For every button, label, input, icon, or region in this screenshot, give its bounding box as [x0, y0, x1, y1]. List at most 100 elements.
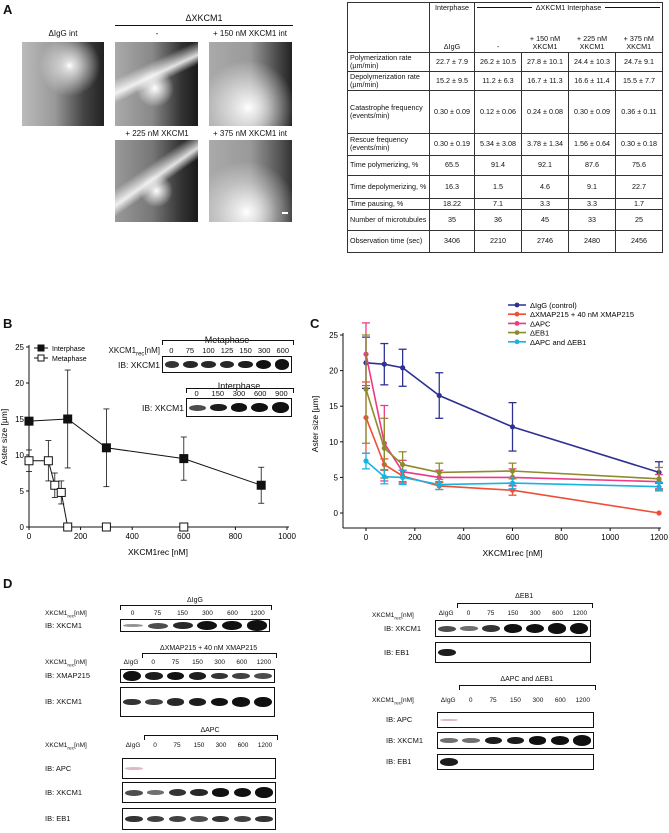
concentration-label-part: [nM]	[144, 346, 160, 355]
d-apc-title: ΔAPC	[200, 727, 220, 734]
lane-label: 300	[532, 697, 544, 704]
series-1: Metaphase	[24, 354, 189, 532]
band	[440, 738, 458, 743]
immunoblot	[120, 669, 275, 683]
lane	[504, 713, 526, 727]
immunoblot	[186, 398, 292, 417]
dynamics-table: Interphase ΔXKCM1 Interphase ΔIgG - + 15…	[347, 2, 663, 253]
data-point	[656, 510, 662, 516]
lane	[181, 357, 199, 372]
band	[230, 403, 248, 412]
lane-labels: 0 75 100 125 150 300 600	[162, 346, 292, 355]
table-cell: 2480	[568, 229, 616, 253]
lane-label: ΔIgG	[438, 610, 454, 617]
table-cell: 15.5 ± 7.7	[615, 70, 663, 91]
lane	[188, 783, 210, 802]
lane-label: 300	[529, 610, 541, 617]
concentration-label-part: [nM]	[401, 697, 414, 704]
lane-label: 600	[276, 346, 290, 355]
lane	[210, 759, 232, 778]
data-point	[24, 416, 34, 426]
band	[254, 673, 272, 679]
lane	[549, 713, 571, 727]
d-igg-title: ΔIgG	[187, 597, 203, 604]
lane	[145, 809, 167, 829]
band	[146, 815, 165, 823]
immunoblot	[435, 620, 591, 637]
image-label: + 225 nM XKCM1	[125, 129, 189, 138]
data-point	[436, 481, 442, 488]
concentration-label-part: [nM]	[74, 610, 87, 617]
band	[168, 815, 186, 823]
lane-labels: ΔIgG 0 75 150 300 600 1200	[435, 610, 591, 617]
legend-marker	[37, 354, 45, 362]
lane-label: 0	[169, 346, 174, 355]
band	[123, 623, 144, 628]
y-tick-label: 10	[329, 438, 338, 447]
lane	[187, 399, 208, 416]
lane-labels: ΔIgG 0 75 150 300 600 1200	[120, 659, 275, 666]
lane	[458, 643, 480, 662]
x-axis-label: XKCM1rec [nM]	[128, 547, 188, 557]
data-point	[509, 424, 516, 430]
concentration-label: XKCM1rec[nM]	[372, 612, 414, 621]
x-tick-label: 1200	[650, 533, 668, 542]
lane	[252, 670, 274, 682]
lane	[480, 643, 502, 662]
scale-bar	[282, 212, 288, 214]
band	[148, 622, 168, 629]
concentration-label-part: XKCM1	[372, 697, 395, 704]
legend-label: ΔAPC and ΔEB1	[530, 338, 586, 347]
legend-marker	[514, 339, 520, 345]
y-tick-label: 20	[329, 367, 338, 376]
bracket	[457, 603, 593, 608]
band	[550, 736, 569, 745]
immunoblot-label: IB: XKCM1	[45, 620, 83, 630]
bracket	[459, 685, 596, 690]
lane	[123, 783, 145, 802]
lane	[549, 755, 571, 769]
lane-label: 1200	[575, 697, 590, 704]
lane-label: ΔIgG	[440, 697, 456, 704]
x-axis-label: XKCM1rec [nM]	[483, 548, 543, 558]
y-tick-label: 5	[20, 487, 25, 496]
band	[212, 815, 230, 823]
table-header-row: Interphase ΔXKCM1 Interphase	[347, 2, 663, 53]
band	[188, 672, 207, 680]
col-header: -	[474, 22, 522, 53]
data-point	[363, 458, 369, 464]
band	[123, 670, 141, 682]
lane	[482, 713, 504, 727]
y-axis-label: Aster size [µm]	[0, 409, 9, 465]
lane	[504, 733, 526, 748]
band	[197, 620, 218, 631]
lane	[504, 755, 526, 769]
x-tick-label: 400	[126, 532, 140, 541]
x-tick-label: 800	[555, 533, 569, 542]
immunoblot-label: IB: XKCM1	[45, 787, 83, 797]
band	[274, 359, 290, 370]
concentration-label-part: XKCM1	[108, 346, 137, 355]
legend-label: Interphase	[52, 346, 85, 353]
immunoblot-label: IB: EB1	[45, 814, 71, 823]
lane-label: 0	[194, 389, 199, 398]
lane-label: 75	[489, 697, 497, 704]
immunoblot-label: IB: XMAP215	[45, 671, 91, 680]
lane	[527, 755, 549, 769]
lane-label: 125	[220, 346, 234, 355]
lane-label: 150	[239, 346, 252, 355]
immunoblot	[122, 808, 276, 830]
lane-label: 75	[487, 610, 495, 617]
panel-label-a: A	[3, 2, 13, 17]
lane	[195, 620, 220, 631]
header-group-title: ΔXKCM1 Interphase	[535, 3, 602, 12]
lane-label: 150	[177, 610, 188, 617]
lane	[458, 621, 480, 636]
lane	[200, 357, 218, 372]
lane-label: 0	[466, 610, 471, 617]
y-tick-label: 10	[15, 451, 24, 460]
table-cell: 9.1	[568, 174, 616, 199]
band	[189, 404, 206, 411]
band	[125, 789, 143, 796]
lane-label: ΔIgG	[125, 742, 141, 749]
